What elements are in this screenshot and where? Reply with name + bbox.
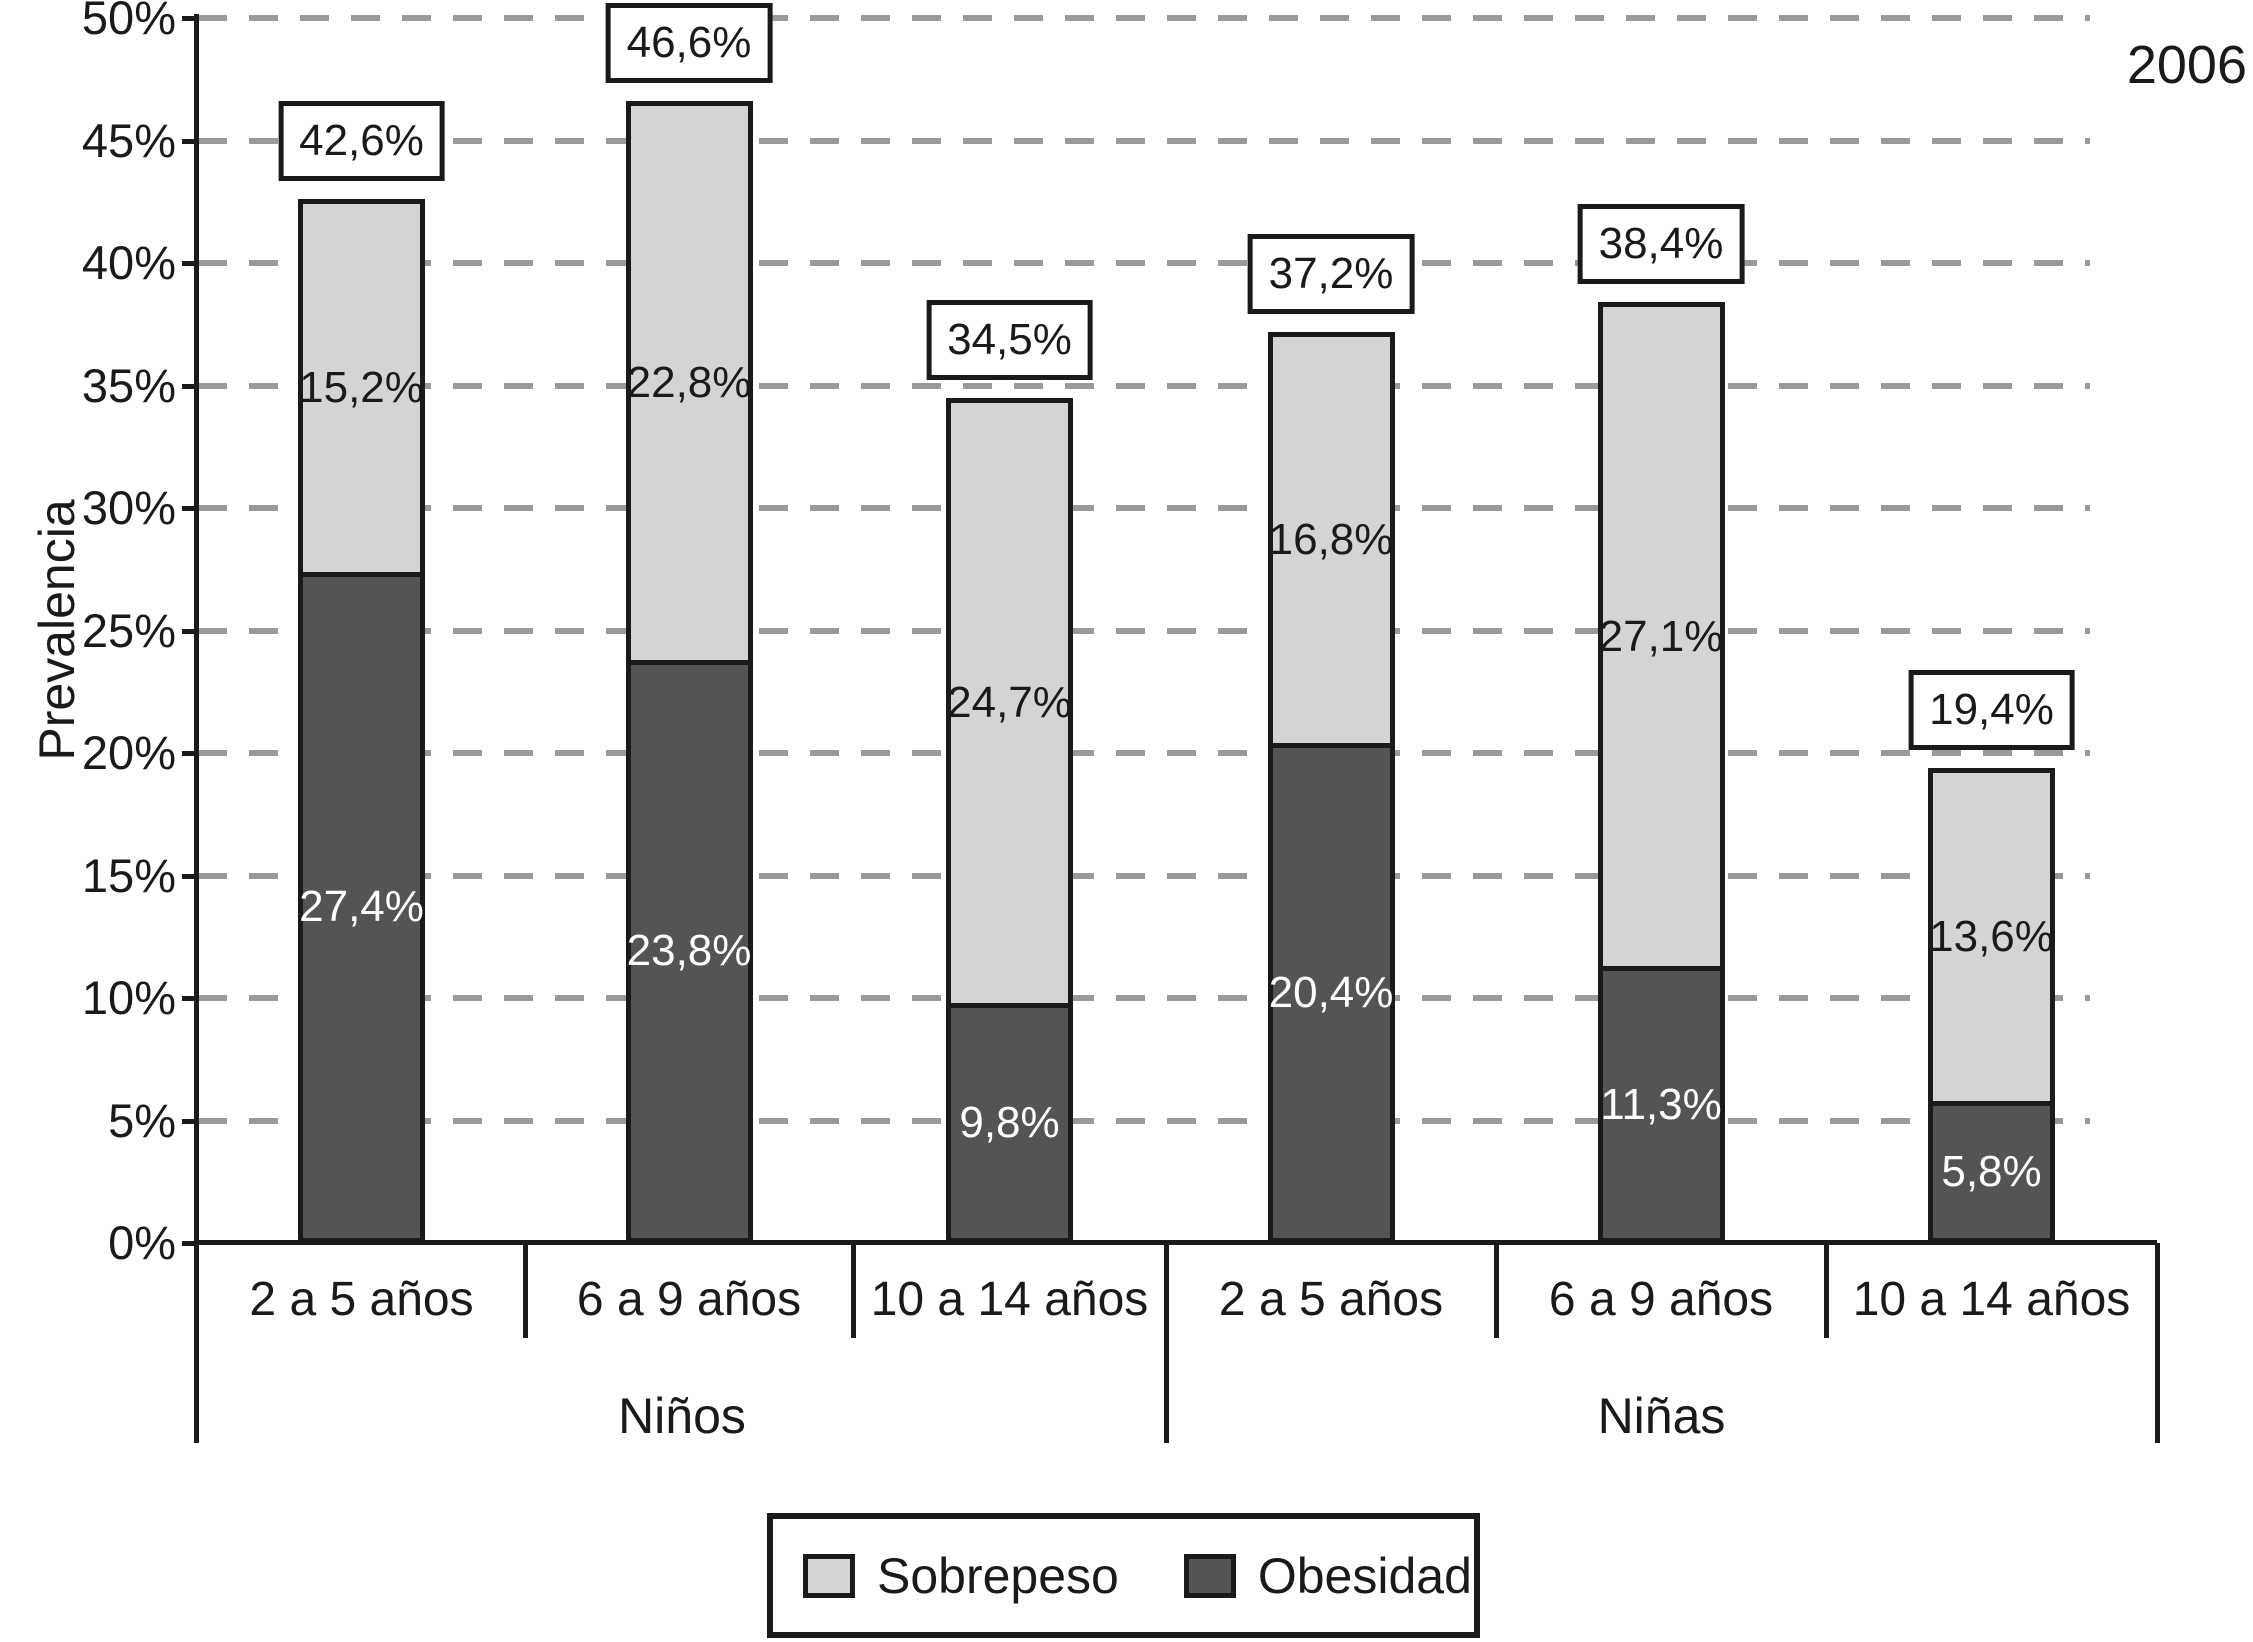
stacked-bar: 13,6% 5,8% <box>1928 767 2055 1243</box>
y-tick-mark <box>182 16 198 21</box>
legend-label-sobrepeso: Sobrepeso <box>877 1547 1119 1604</box>
obesidad-segment: 20,4% <box>1267 743 1395 1243</box>
stacked-bar: 22,8% 23,8% <box>625 101 753 1243</box>
group-label-ninos: Niños <box>618 1388 746 1444</box>
obesidad-value-label: 9,8% <box>959 1097 1060 1147</box>
y-gridline <box>198 505 2090 511</box>
total-value-badge: 46,6% <box>605 3 773 84</box>
y-tick-mark <box>182 1241 198 1246</box>
sobrepeso-segment: 13,6% <box>1928 767 2055 1101</box>
x-category-label: 10 a 14 años <box>1852 1273 2131 1326</box>
sobrepeso-value-label: 24,7% <box>947 677 1072 727</box>
legend-swatch-sobrepeso <box>803 1553 855 1598</box>
y-tick-label: 45% <box>81 113 176 167</box>
y-tick-mark <box>182 996 198 1001</box>
total-value-badge: 42,6% <box>278 101 445 182</box>
y-axis-line <box>194 14 199 1443</box>
total-value-badge: 37,2% <box>1247 233 1415 314</box>
sobrepeso-value-label: 27,1% <box>1598 611 1724 661</box>
y-tick-mark <box>182 628 198 634</box>
legend: Sobrepeso Obesidad <box>767 1513 1480 1638</box>
y-tick-mark <box>182 261 198 266</box>
sobrepeso-value-label: 22,8% <box>626 358 752 408</box>
y-gridline <box>198 872 2090 879</box>
stacked-bar: 27,1% 11,3% <box>1597 302 1725 1243</box>
y-tick-mark <box>182 873 198 879</box>
y-gridline <box>198 750 2090 756</box>
obesidad-segment: 23,8% <box>625 659 753 1243</box>
total-value-badge: 34,5% <box>926 299 1093 380</box>
sobrepeso-segment: 27,1% <box>1597 302 1725 967</box>
obesidad-segment: 27,4% <box>298 571 425 1243</box>
obesidad-value-label: 27,4% <box>299 882 424 932</box>
y-gridline <box>198 382 2090 389</box>
group-boundary-line <box>1164 1243 1169 1443</box>
obesidad-segment: 11,3% <box>1597 966 1725 1243</box>
sobrepeso-value-label: 13,6% <box>1929 911 2054 961</box>
obesidad-value-label: 23,8% <box>626 926 752 976</box>
legend-item-sobrepeso: Sobrepeso <box>803 1547 1119 1605</box>
legend-item-obesidad: Obesidad <box>1183 1547 1472 1605</box>
group-boundary-line <box>2155 1243 2160 1443</box>
x-category-label: 10 a 14 años <box>870 1273 1149 1326</box>
y-tick-label: 35% <box>81 358 176 412</box>
y-gridline <box>198 137 2090 144</box>
obesidad-value-label: 11,3% <box>1600 1079 1722 1129</box>
legend-swatch-obesidad <box>1183 1553 1236 1598</box>
total-value-badge: 19,4% <box>1908 669 2075 750</box>
obesidad-value-label: 20,4% <box>1268 968 1394 1018</box>
y-tick-label: 20% <box>81 726 176 779</box>
total-value-badge: 38,4% <box>1577 204 1745 285</box>
y-gridline <box>198 995 2090 1001</box>
stacked-bar: 24,7% 9,8% <box>946 397 1073 1243</box>
category-tick <box>523 1243 528 1338</box>
x-category-label: 6 a 9 años <box>1548 1273 1774 1326</box>
year-label: 2006 <box>2126 35 2247 95</box>
y-gridline <box>198 1117 2090 1124</box>
y-tick-label: 30% <box>81 481 176 534</box>
y-tick-mark <box>182 506 198 511</box>
sobrepeso-value-label: 16,8% <box>1268 514 1394 564</box>
y-tick-label: 25% <box>81 603 176 657</box>
y-tick-mark <box>182 751 198 756</box>
obesidad-segment: 5,8% <box>1928 1100 2055 1243</box>
stacked-bar: 16,8% 20,4% <box>1267 331 1395 1243</box>
y-tick-label: 10% <box>81 971 176 1024</box>
y-tick-label: 5% <box>108 1093 176 1147</box>
sobrepeso-value-label: 15,2% <box>299 362 424 412</box>
x-axis-line <box>198 1240 2157 1245</box>
group-label-ninas: Niñas <box>1597 1388 1726 1444</box>
obesidad-segment: 9,8% <box>946 1002 1073 1243</box>
y-tick-mark <box>182 138 198 144</box>
category-tick <box>851 1243 856 1338</box>
sobrepeso-segment: 15,2% <box>298 199 425 572</box>
y-gridline <box>198 15 2090 21</box>
y-tick-label: 15% <box>81 848 176 902</box>
y-tick-label: 50% <box>81 0 176 44</box>
stacked-bar: 15,2% 27,4% <box>298 199 425 1243</box>
y-tick-mark <box>182 1118 198 1124</box>
y-tick-label: 40% <box>81 236 176 289</box>
obesidad-value-label: 5,8% <box>1941 1146 2042 1196</box>
sobrepeso-segment: 16,8% <box>1267 331 1395 744</box>
x-category-label: 2 a 5 años <box>249 1273 474 1326</box>
sobrepeso-segment: 24,7% <box>946 397 1073 1003</box>
y-tick-label: 0% <box>108 1216 176 1269</box>
sobrepeso-segment: 22,8% <box>625 101 753 660</box>
y-gridline <box>198 260 2090 266</box>
x-category-label: 2 a 5 años <box>1218 1273 1444 1326</box>
y-gridline <box>198 627 2090 634</box>
y-tick-mark <box>182 383 198 389</box>
x-category-label: 6 a 9 años <box>576 1273 802 1326</box>
category-tick <box>1494 1243 1499 1338</box>
category-tick <box>1824 1243 1829 1338</box>
legend-label-obesidad: Obesidad <box>1257 1547 1472 1604</box>
